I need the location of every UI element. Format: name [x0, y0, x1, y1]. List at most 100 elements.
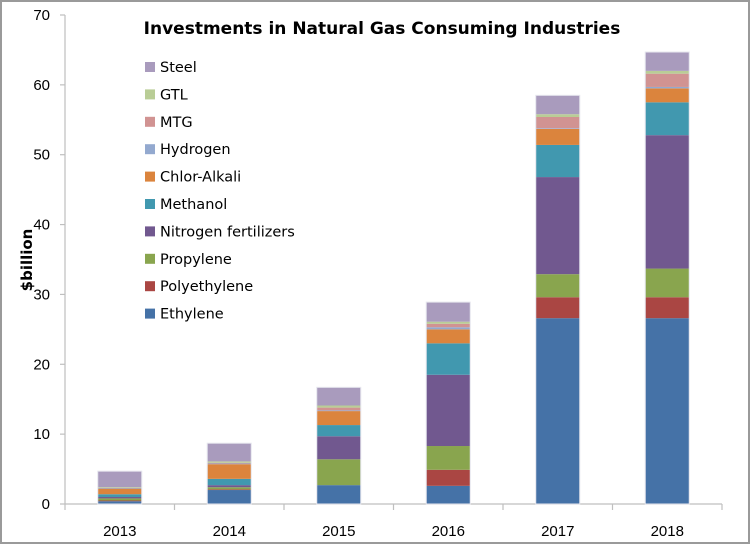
bar-segment-gtl-2014 [207, 461, 252, 463]
bar-segment-polyethylene-2018 [645, 297, 690, 319]
legend-label: Polyethylene [160, 279, 253, 295]
bar-segment-hydrogen-2013 [97, 487, 142, 489]
bar-segment-polyethylene-2017 [535, 297, 580, 319]
legend-item-chlor-alkali: Chlor-Alkali [145, 170, 241, 186]
y-tick-label: 20 [33, 356, 50, 373]
bar-segment-hydrogen-2017 [535, 128, 580, 129]
legend-swatch [145, 226, 155, 237]
legend-swatch [145, 144, 155, 155]
bar-segment-mtg-2015 [316, 407, 361, 411]
bar-segment-gtl-2015 [316, 405, 361, 408]
legend-swatch [145, 281, 155, 292]
y-tick-label: 40 [33, 217, 50, 234]
legend-item-nitrogen-fertilizers: Nitrogen fertilizers [145, 224, 295, 240]
legend-label: GTL [160, 87, 188, 103]
chart-title: Investments in Natural Gas Consuming Ind… [144, 19, 621, 39]
bar-segment-polyethylene-2013 [97, 500, 142, 502]
bar-stack-2017 [535, 94, 581, 505]
bar-segment-methanol-2014 [207, 478, 252, 486]
bar-segment-gtl-2017 [535, 114, 580, 117]
x-tick-label: 2017 [541, 523, 574, 540]
legend-label: Methanol [160, 197, 227, 213]
bar-segment-chlor-alkali-2016 [426, 329, 471, 344]
bar-segment-nitrogen-fertilizers-2015 [316, 436, 361, 460]
x-tick-label: 2015 [322, 523, 355, 540]
bar-outline [97, 470, 143, 505]
legend-label: MTG [160, 115, 193, 131]
bar-segment-methanol-2016 [426, 343, 471, 375]
bar-segment-chlor-alkali-2017 [535, 128, 580, 145]
bar-outline [316, 386, 362, 505]
bar-segment-ethylene-2016 [426, 485, 471, 504]
bar-segment-chlor-alkali-2014 [207, 464, 252, 479]
bar-segment-propylene-2018 [645, 268, 690, 298]
legend-swatch [145, 116, 155, 127]
legend-swatch [145, 253, 155, 264]
bar-segment-methanol-2013 [97, 494, 142, 498]
legend-item-mtg: MTG [145, 115, 193, 131]
legend: Steel GTL MTG Hydrogen Chlor-Alkali Methanol N… [145, 60, 295, 323]
x-tick-label: 2016 [432, 523, 465, 540]
bar-segment-nitrogen-fertilizers-2018 [645, 135, 690, 269]
legend-label: Hydrogen [160, 142, 231, 158]
x-tick-label: 2014 [213, 523, 246, 540]
bar-segment-gtl-2016 [426, 321, 471, 324]
bar-segment-propylene-2016 [426, 446, 471, 470]
bar-segment-propylene-2013 [97, 498, 142, 501]
y-tick-label: 10 [33, 426, 50, 443]
bar-segment-nitrogen-fertilizers-2013 [97, 497, 142, 499]
bar-segment-polyethylene-2016 [426, 469, 471, 486]
bar-segment-propylene-2014 [207, 487, 252, 490]
bar-segment-mtg-2016 [426, 323, 471, 328]
legend-item-propylene: Propylene [145, 252, 232, 268]
legend-swatch [145, 62, 155, 72]
bar-stack-2018 [644, 51, 690, 505]
bar-outline [206, 442, 252, 505]
axes: 0 10 20 30 40 50 60 70 2013 2014 2015 2016 2017 2018 [33, 7, 723, 540]
bar-segment-methanol-2017 [535, 144, 580, 178]
legend-label: Propylene [160, 252, 232, 268]
bar-segment-nitrogen-fertilizers-2017 [535, 177, 580, 275]
bar-segment-polyethylene-2014 [207, 489, 252, 491]
legend-item-polyethylene: Polyethylene [145, 279, 253, 295]
y-tick-label: 70 [33, 7, 50, 24]
bar-segment-ethylene-2014 [207, 490, 252, 504]
bar-segment-steel-2015 [316, 387, 361, 406]
bar-stack-2014 [206, 442, 252, 505]
y-tick-label: 60 [33, 77, 50, 94]
bar-stack-2015 [316, 386, 362, 505]
bar-segment-steel-2017 [535, 95, 580, 115]
y-tick-label: 30 [33, 286, 50, 303]
bar-segment-nitrogen-fertilizers-2014 [207, 485, 252, 488]
legend-swatch [145, 89, 155, 100]
legend-item-steel: Steel [145, 60, 197, 76]
bar-segment-methanol-2015 [316, 425, 361, 437]
bar-segment-hydrogen-2018 [645, 86, 690, 89]
y-tick-label: 50 [33, 147, 50, 164]
bar-segment-ethylene-2017 [535, 318, 580, 504]
legend-label: Steel [160, 60, 197, 76]
bar-segment-ethylene-2015 [316, 485, 361, 504]
legend-swatch [145, 171, 155, 182]
legend-item-ethylene: Ethylene [145, 307, 224, 323]
bar-segment-ethylene-2018 [645, 318, 690, 504]
x-tick-label: 2013 [103, 523, 136, 540]
y-axis-label: $billion [18, 229, 36, 292]
bar-outline [535, 94, 581, 505]
bars [97, 51, 690, 505]
bar-segment-chlor-alkali-2013 [97, 488, 142, 495]
bar-segment-mtg-2018 [645, 73, 690, 87]
bar-segment-chlor-alkali-2015 [316, 411, 361, 426]
bar-outline [644, 51, 690, 505]
bar-segment-hydrogen-2014 [207, 463, 252, 465]
bar-segment-gtl-2018 [645, 70, 690, 74]
bar-segment-ethylene-2013 [97, 501, 142, 504]
legend-item-methanol: Methanol [145, 197, 227, 213]
bar-outline [425, 301, 471, 505]
x-tick-label: 2018 [651, 523, 684, 540]
bar-stack-2016 [425, 301, 471, 505]
legend-label: Chlor-Alkali [160, 170, 241, 186]
legend-label: Nitrogen fertilizers [160, 224, 295, 240]
bar-segment-hydrogen-2015 [316, 410, 361, 412]
